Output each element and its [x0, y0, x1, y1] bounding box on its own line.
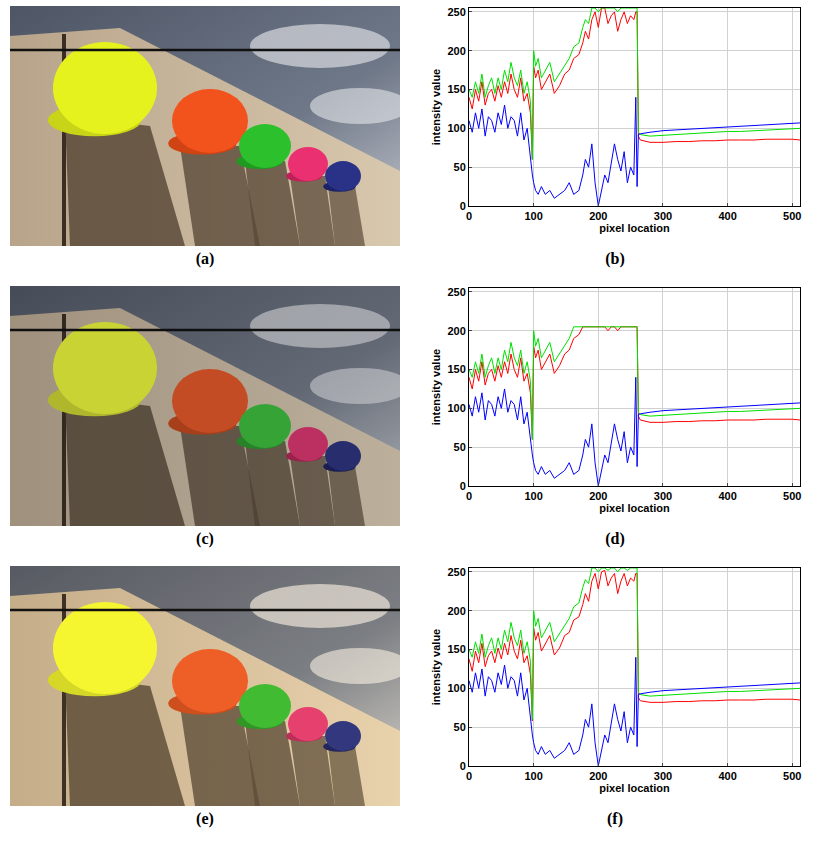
- svg-text:150: 150: [447, 363, 465, 375]
- svg-text:400: 400: [718, 490, 736, 502]
- svg-text:200: 200: [447, 605, 465, 617]
- svg-text:500: 500: [783, 210, 801, 222]
- svg-text:0: 0: [459, 480, 465, 492]
- svg-text:400: 400: [718, 770, 736, 782]
- svg-text:0: 0: [459, 200, 465, 212]
- html-text:(f): (f): [607, 810, 623, 827]
- svg-text:300: 300: [653, 210, 671, 222]
- svg-text:250: 250: [447, 6, 465, 18]
- svg-text:250: 250: [447, 566, 465, 578]
- svg-text:intensity value: intensity value: [430, 349, 442, 425]
- html-text:(d): (d): [605, 530, 625, 547]
- svg-text:200: 200: [589, 490, 607, 502]
- svg-text:pixel location: pixel location: [599, 782, 670, 794]
- svg-text:0: 0: [459, 760, 465, 772]
- svg-text:pixel location: pixel location: [599, 502, 670, 514]
- svg-text:200: 200: [447, 45, 465, 57]
- svg-text:500: 500: [783, 770, 801, 782]
- svg-text:0: 0: [465, 770, 471, 782]
- svg-text:150: 150: [447, 83, 465, 95]
- svg-text:50: 50: [453, 161, 465, 173]
- svg-text:150: 150: [447, 643, 465, 655]
- svg-text:pixel location: pixel location: [599, 222, 670, 234]
- svg-text:300: 300: [653, 490, 671, 502]
- html-text:(e): (e): [196, 810, 214, 827]
- svg-text:200: 200: [447, 325, 465, 337]
- svg-text:50: 50: [453, 441, 465, 453]
- svg-text:0: 0: [465, 490, 471, 502]
- html-text:(b): (b): [605, 250, 625, 267]
- svg-text:intensity value: intensity value: [430, 629, 442, 705]
- svg-text:100: 100: [524, 210, 542, 222]
- svg-text:300: 300: [653, 770, 671, 782]
- svg-text:100: 100: [447, 122, 465, 134]
- svg-text:200: 200: [589, 210, 607, 222]
- svg-text:50: 50: [453, 721, 465, 733]
- svg-text:intensity value: intensity value: [430, 69, 442, 145]
- svg-text:0: 0: [465, 210, 471, 222]
- svg-text:100: 100: [524, 770, 542, 782]
- svg-text:200: 200: [589, 770, 607, 782]
- svg-text:500: 500: [783, 490, 801, 502]
- svg-text:250: 250: [447, 286, 465, 298]
- html-text:(c): (c): [196, 530, 214, 547]
- svg-text:400: 400: [718, 210, 736, 222]
- svg-text:100: 100: [447, 402, 465, 414]
- svg-text:100: 100: [447, 682, 465, 694]
- svg-text:100: 100: [524, 490, 542, 502]
- html-text:(a): (a): [195, 250, 215, 267]
